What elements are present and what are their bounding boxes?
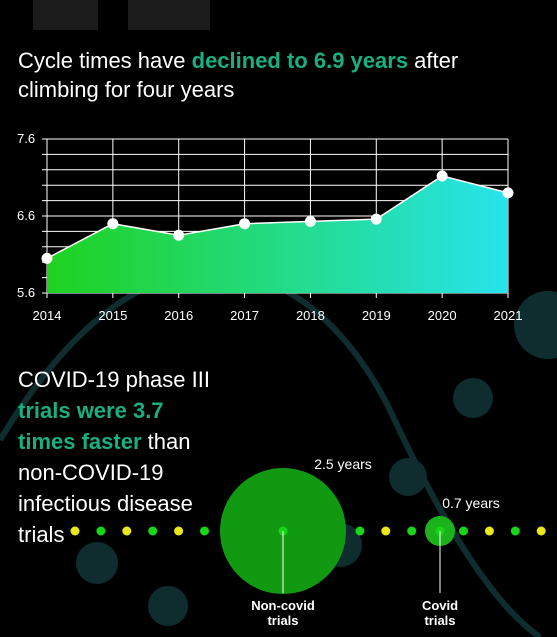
- trial-time-bubble-chart: 2.5 years 0.7 years Non-covid trials Cov…: [70, 456, 546, 628]
- x-tick-label: 2020: [428, 308, 457, 323]
- top-bar-right: [128, 0, 210, 30]
- y-tick-label: 7.6: [17, 131, 35, 146]
- row-dot: [148, 526, 158, 536]
- top-bar-left: [33, 0, 98, 30]
- chart-x-labels: 2014 2015 2016 2017 2018 2019 2020 2021: [33, 308, 523, 323]
- headline: Cycle times have declined to 6.9 years a…: [18, 46, 538, 104]
- data-point: [173, 229, 185, 241]
- row-dot: [407, 526, 417, 536]
- x-tick-label: 2021: [494, 308, 523, 323]
- chart-line: [46, 175, 509, 260]
- comparison-line1: COVID-19 phase III: [18, 367, 210, 392]
- chart-points: [41, 170, 514, 264]
- decor-circle: [514, 291, 557, 359]
- headline-highlight: declined to 6.9 years: [191, 48, 409, 73]
- headline-suffix: after climbing for four years: [18, 48, 459, 102]
- row-dot: [174, 526, 184, 536]
- data-point: [304, 215, 316, 227]
- decor-circle: [389, 458, 427, 496]
- y-tick-label: 6.6: [17, 208, 35, 223]
- noncovid-value-label: 2.5 years: [314, 456, 372, 472]
- x-tick-label: 2014: [33, 308, 62, 323]
- x-tick-label: 2019: [362, 308, 391, 323]
- x-tick-label: 2016: [164, 308, 193, 323]
- x-tick-label: 2018: [296, 308, 325, 323]
- row-dot: [510, 526, 520, 536]
- chart-y-labels: 5.6 6.6 7.6: [17, 131, 35, 300]
- x-tick-label: 2015: [98, 308, 127, 323]
- covid-label-line1: Covid: [422, 598, 458, 613]
- covid-value-label: 0.7 years: [442, 495, 500, 511]
- data-point: [502, 187, 514, 199]
- decor-circle: [453, 378, 493, 418]
- row-dot: [70, 526, 80, 536]
- data-point: [436, 170, 448, 182]
- row-dot: [459, 526, 468, 536]
- row-dot: [355, 526, 365, 536]
- data-point: [107, 218, 119, 230]
- noncovid-label-line1: Non-covid: [251, 598, 315, 613]
- cycle-time-area-chart: 2014 2015 2016 2017 2018 2019 2020 2021 5.6 6.6 7…: [17, 131, 523, 323]
- row-dot: [484, 526, 494, 536]
- decor-circle: [76, 542, 118, 584]
- row-dot: [96, 526, 106, 536]
- x-tick-label: 2017: [230, 308, 259, 323]
- comparison-highlight: trials were 3.7 times faster: [18, 398, 164, 454]
- row-dot: [381, 526, 391, 536]
- row-dot: [536, 526, 546, 536]
- chart-area: [47, 175, 508, 293]
- noncovid-label-line2: trials: [267, 613, 298, 628]
- decor-curve: [0, 268, 542, 637]
- data-point: [239, 218, 251, 230]
- y-tick-label: 5.6: [17, 285, 35, 300]
- comparison-rest: than non-COVID-19 infectious disease tri…: [18, 429, 193, 547]
- row-dot: [122, 526, 132, 536]
- row-dot: [200, 526, 209, 536]
- decor-circle: [148, 586, 188, 626]
- comparison-text: COVID-19 phase III trials were 3.7 times…: [18, 364, 218, 550]
- data-point: [370, 213, 382, 225]
- covid-label-line2: trials: [424, 613, 455, 628]
- headline-prefix: Cycle times have: [18, 48, 192, 73]
- data-point: [41, 252, 53, 264]
